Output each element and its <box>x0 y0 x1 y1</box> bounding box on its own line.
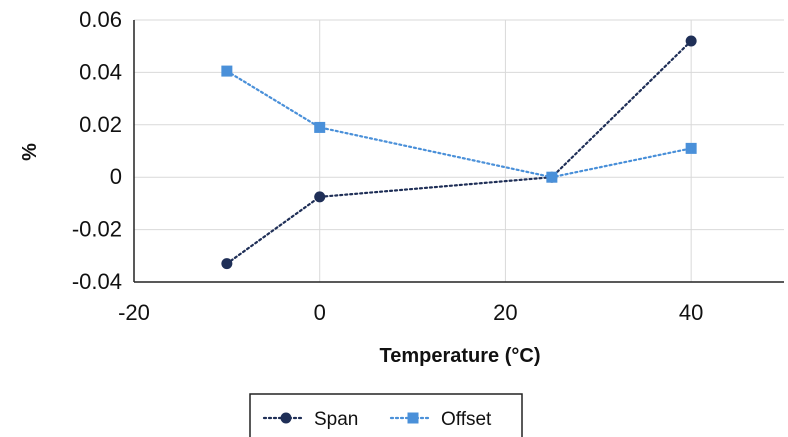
legend-label-span: Span <box>314 409 358 430</box>
data-point-span <box>221 258 233 270</box>
legend-label-offset: Offset <box>441 409 492 430</box>
legend-marker-span <box>280 412 292 424</box>
data-point-span <box>314 191 326 203</box>
y-tick-label: -0.04 <box>72 269 122 294</box>
legend-box <box>249 393 523 437</box>
legend-marker-offset <box>407 412 419 424</box>
y-tick-label: 0.02 <box>79 112 122 137</box>
x-axis-title: Temperature (°C) <box>380 345 541 367</box>
x-tick-label: 20 <box>493 300 517 325</box>
y-tick-label: 0 <box>110 164 122 189</box>
series-offset <box>221 65 697 183</box>
data-point-offset <box>546 171 558 183</box>
x-tick-label: -20 <box>118 300 150 325</box>
axes <box>133 20 784 283</box>
data-point-offset <box>685 142 697 154</box>
x-tick-labels: -20 0 20 40 <box>118 300 703 325</box>
series-span <box>221 35 697 270</box>
legend: Span Offset <box>249 393 523 437</box>
series-line-offset <box>225 69 693 179</box>
series-group <box>221 35 697 270</box>
data-point-offset <box>221 65 233 77</box>
grid-lines <box>134 19 784 282</box>
y-tick-label: 0.04 <box>79 59 122 84</box>
y-tick-label: -0.02 <box>72 217 122 242</box>
data-point-offset <box>314 121 326 133</box>
y-axis-title: % <box>19 143 41 161</box>
y-tick-labels: -0.04 -0.02 0 0.02 0.04 0.06 <box>72 7 122 294</box>
x-tick-label: 0 <box>314 300 326 325</box>
data-point-span <box>685 35 697 47</box>
x-tick-label: 40 <box>679 300 703 325</box>
y-tick-label: 0.06 <box>79 7 122 32</box>
series-line-span <box>225 39 693 265</box>
